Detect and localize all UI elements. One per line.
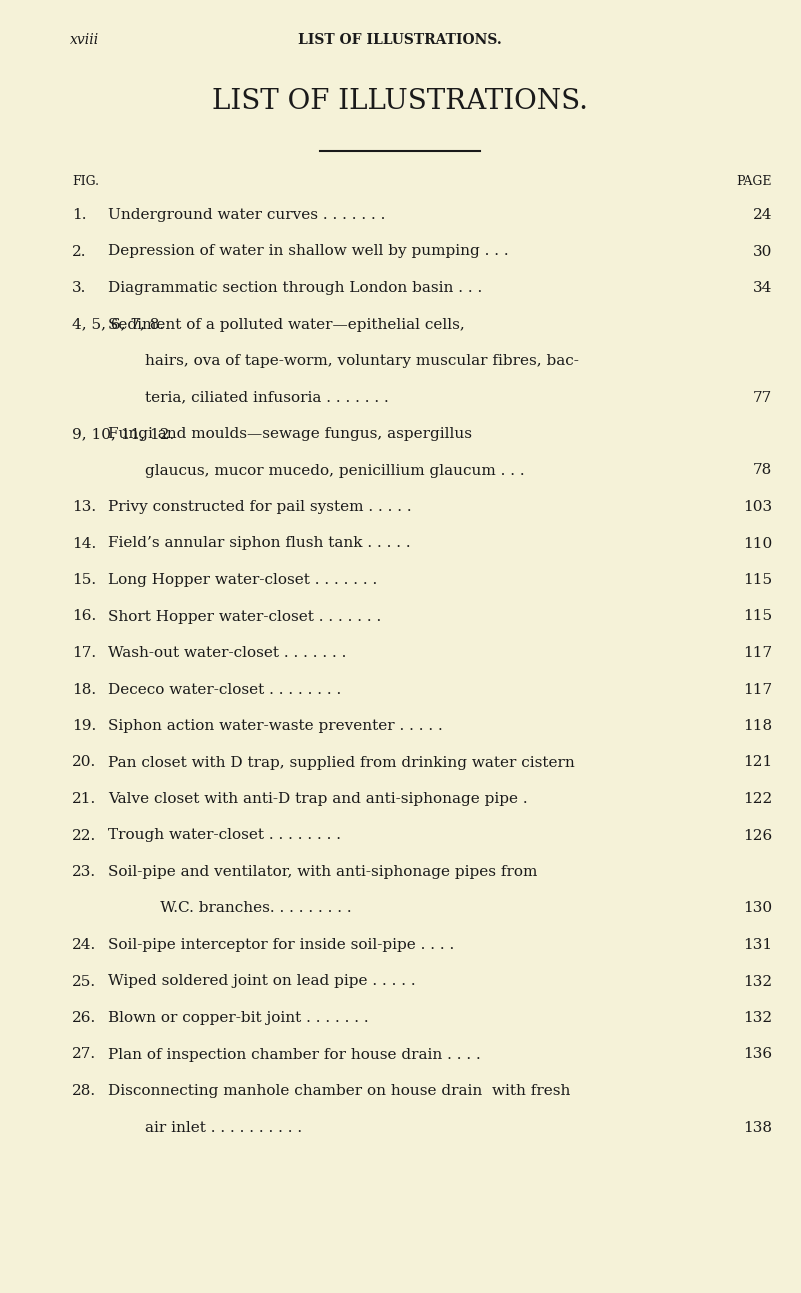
Text: xviii: xviii [70,34,99,47]
Text: 15.: 15. [72,573,96,587]
Text: 132: 132 [743,975,772,989]
Text: 121: 121 [743,755,772,769]
Text: Short Hopper water-closet . . . . . . .: Short Hopper water-closet . . . . . . . [108,609,381,623]
Text: Blown or copper-bit joint . . . . . . .: Blown or copper-bit joint . . . . . . . [108,1011,368,1025]
Text: Soil-pipe interceptor for inside soil-pipe . . . .: Soil-pipe interceptor for inside soil-pi… [108,937,454,952]
Text: Wash-out water-closet . . . . . . .: Wash-out water-closet . . . . . . . [108,646,346,659]
Text: 4, 5, 6, 7, 8.: 4, 5, 6, 7, 8. [72,318,164,331]
Text: Plan of inspection chamber for house drain . . . .: Plan of inspection chamber for house dra… [108,1047,481,1062]
Text: FIG.: FIG. [72,175,99,187]
Text: Wiped soldered joint on lead pipe . . . . .: Wiped soldered joint on lead pipe . . . … [108,975,416,989]
Text: 22.: 22. [72,829,96,843]
Text: 130: 130 [743,901,772,915]
Text: 117: 117 [743,646,772,659]
Text: 9, 10, 11, 12.: 9, 10, 11, 12. [72,427,175,441]
Text: 19.: 19. [72,719,96,733]
Text: 117: 117 [743,683,772,697]
Text: 3.: 3. [72,281,87,295]
Text: Trough water-closet . . . . . . . .: Trough water-closet . . . . . . . . [108,829,341,843]
Text: 20.: 20. [72,755,96,769]
Text: 26.: 26. [72,1011,96,1025]
Text: 132: 132 [743,1011,772,1025]
Text: 138: 138 [743,1121,772,1134]
Text: 18.: 18. [72,683,96,697]
Text: hairs, ova of tape-worm, voluntary muscular fibres, bac-: hairs, ova of tape-worm, voluntary muscu… [145,354,579,369]
Text: 30: 30 [753,244,772,259]
Text: LIST OF ILLUSTRATIONS.: LIST OF ILLUSTRATIONS. [298,34,502,47]
Text: Sediment of a polluted water—epithelial cells,: Sediment of a polluted water—epithelial … [108,318,465,331]
Text: 21.: 21. [72,793,96,806]
Text: 103: 103 [743,500,772,515]
Text: 23.: 23. [72,865,96,879]
Text: Pan closet with D trap, supplied from drinking water cistern: Pan closet with D trap, supplied from dr… [108,755,575,769]
Text: Siphon action water-waste preventer . . . . .: Siphon action water-waste preventer . . … [108,719,443,733]
Text: 126: 126 [743,829,772,843]
Text: LIST OF ILLUSTRATIONS.: LIST OF ILLUSTRATIONS. [212,88,588,115]
Text: 27.: 27. [72,1047,96,1062]
Text: Field’s annular siphon flush tank . . . . .: Field’s annular siphon flush tank . . . … [108,537,411,551]
Text: PAGE: PAGE [736,175,772,187]
Text: 77: 77 [753,390,772,405]
Text: 24: 24 [752,208,772,222]
Text: Underground water curves . . . . . . .: Underground water curves . . . . . . . [108,208,385,222]
Text: Privy constructed for pail system . . . . .: Privy constructed for pail system . . . … [108,500,412,515]
Text: 25.: 25. [72,975,96,989]
Text: W.C. branches. . . . . . . . .: W.C. branches. . . . . . . . . [145,901,352,915]
Text: 34: 34 [753,281,772,295]
Text: 28.: 28. [72,1084,96,1098]
Text: Dececo water-closet . . . . . . . .: Dececo water-closet . . . . . . . . [108,683,341,697]
Text: 13.: 13. [72,500,96,515]
Text: 1.: 1. [72,208,87,222]
Text: 16.: 16. [72,609,96,623]
Text: Fungi and moulds—sewage fungus, aspergillus: Fungi and moulds—sewage fungus, aspergil… [108,427,472,441]
Text: 131: 131 [743,937,772,952]
Text: Soil-pipe and ventilator, with anti-siphonage pipes from: Soil-pipe and ventilator, with anti-siph… [108,865,537,879]
Text: Long Hopper water-closet . . . . . . .: Long Hopper water-closet . . . . . . . [108,573,377,587]
Text: 78: 78 [753,463,772,477]
Text: 2.: 2. [72,244,87,259]
Text: Valve closet with anti-D trap and anti-siphonage pipe .: Valve closet with anti-D trap and anti-s… [108,793,528,806]
Text: 115: 115 [743,609,772,623]
Text: Diagrammatic section through London basin . . .: Diagrammatic section through London basi… [108,281,482,295]
Text: 122: 122 [743,793,772,806]
Text: teria, ciliated infusoria . . . . . . .: teria, ciliated infusoria . . . . . . . [145,390,388,405]
Text: 115: 115 [743,573,772,587]
Text: 17.: 17. [72,646,96,659]
Text: Disconnecting manhole chamber on house drain  with fresh: Disconnecting manhole chamber on house d… [108,1084,570,1098]
Text: 136: 136 [743,1047,772,1062]
Text: Depression of water in shallow well by pumping . . .: Depression of water in shallow well by p… [108,244,509,259]
Text: 118: 118 [743,719,772,733]
Text: 24.: 24. [72,937,96,952]
Text: air inlet . . . . . . . . . .: air inlet . . . . . . . . . . [145,1121,302,1134]
Text: 14.: 14. [72,537,96,551]
Text: 110: 110 [743,537,772,551]
Text: glaucus, mucor mucedo, penicillium glaucum . . .: glaucus, mucor mucedo, penicillium glauc… [145,463,525,477]
